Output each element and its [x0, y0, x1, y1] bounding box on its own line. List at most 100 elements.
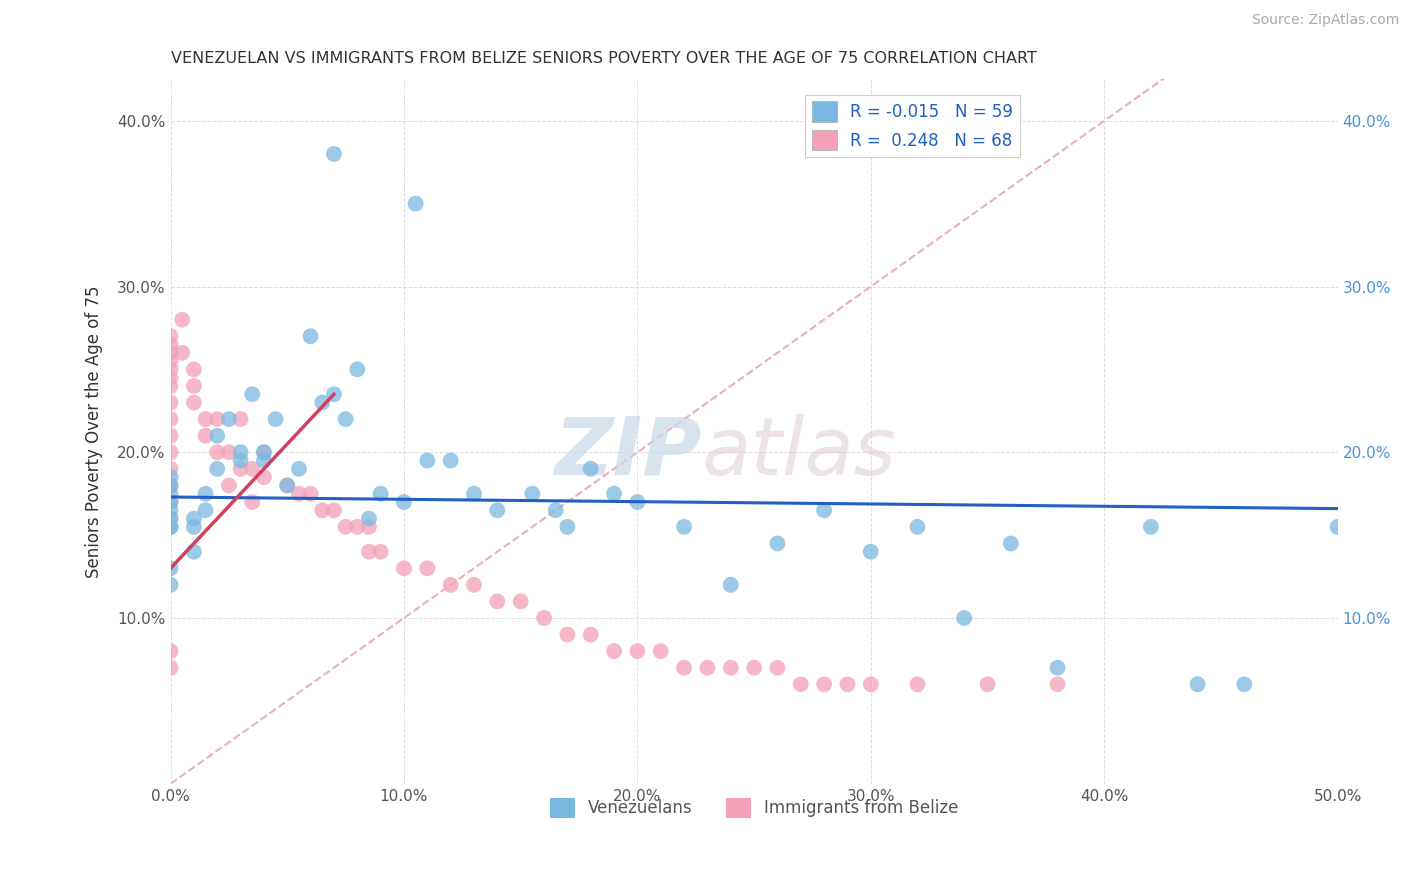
Point	[207, 428, 229, 442]
Point	[742, 661, 765, 675]
Point	[766, 536, 789, 550]
Point	[159, 445, 181, 459]
Point	[603, 486, 626, 500]
Point	[720, 578, 742, 592]
Point	[159, 428, 181, 442]
Point	[650, 644, 672, 658]
Point	[673, 520, 696, 534]
Point	[790, 677, 813, 691]
Point	[405, 196, 427, 211]
Point	[229, 412, 252, 426]
Point	[440, 453, 463, 467]
Point	[159, 470, 181, 484]
Point	[159, 379, 181, 393]
Point	[253, 445, 276, 459]
Point	[159, 486, 181, 500]
Point	[976, 677, 998, 691]
Point	[357, 544, 380, 558]
Point	[579, 627, 602, 641]
Point	[229, 462, 252, 476]
Point	[172, 346, 194, 360]
Point	[159, 354, 181, 368]
Point	[194, 412, 217, 426]
Point	[463, 486, 485, 500]
Point	[311, 503, 333, 517]
Text: ZIP: ZIP	[554, 414, 702, 491]
Point	[159, 561, 181, 575]
Point	[579, 462, 602, 476]
Point	[766, 661, 789, 675]
Point	[626, 644, 648, 658]
Point	[218, 478, 240, 492]
Point	[159, 346, 181, 360]
Point	[207, 445, 229, 459]
Point	[159, 511, 181, 525]
Point	[346, 362, 368, 376]
Point	[159, 495, 181, 509]
Point	[392, 495, 415, 509]
Point	[183, 395, 205, 409]
Point	[159, 578, 181, 592]
Point	[720, 661, 742, 675]
Point	[159, 520, 181, 534]
Point	[299, 486, 322, 500]
Text: VENEZUELAN VS IMMIGRANTS FROM BELIZE SENIORS POVERTY OVER THE AGE OF 75 CORRELAT: VENEZUELAN VS IMMIGRANTS FROM BELIZE SEN…	[170, 51, 1036, 66]
Point	[1046, 661, 1069, 675]
Point	[346, 520, 368, 534]
Point	[837, 677, 859, 691]
Point	[159, 478, 181, 492]
Point	[194, 503, 217, 517]
Point	[323, 387, 346, 401]
Point	[159, 495, 181, 509]
Point	[229, 453, 252, 467]
Point	[509, 594, 531, 608]
Point	[253, 453, 276, 467]
Point	[194, 428, 217, 442]
Point	[288, 486, 311, 500]
Point	[416, 561, 439, 575]
Point	[486, 594, 509, 608]
Point	[416, 453, 439, 467]
Point	[159, 370, 181, 384]
Point	[159, 661, 181, 675]
Point	[240, 462, 263, 476]
Point	[240, 387, 263, 401]
Y-axis label: Seniors Poverty Over the Age of 75: Seniors Poverty Over the Age of 75	[86, 285, 103, 578]
Point	[207, 412, 229, 426]
Point	[440, 578, 463, 592]
Point	[264, 412, 287, 426]
Point	[218, 412, 240, 426]
Point	[1000, 536, 1022, 550]
Point	[218, 445, 240, 459]
Point	[323, 503, 346, 517]
Point	[392, 561, 415, 575]
Point	[159, 478, 181, 492]
Point	[159, 329, 181, 343]
Point	[323, 147, 346, 161]
Point	[229, 445, 252, 459]
Point	[370, 544, 392, 558]
Point	[335, 520, 357, 534]
Point	[183, 511, 205, 525]
Point	[159, 462, 181, 476]
Point	[288, 462, 311, 476]
Point	[240, 495, 263, 509]
Point	[1326, 520, 1348, 534]
Point	[357, 520, 380, 534]
Text: Source: ZipAtlas.com: Source: ZipAtlas.com	[1251, 13, 1399, 28]
Point	[813, 503, 835, 517]
Point	[357, 511, 380, 525]
Point	[673, 661, 696, 675]
Point	[159, 395, 181, 409]
Legend: Venezuelans, Immigrants from Belize: Venezuelans, Immigrants from Belize	[543, 791, 966, 825]
Point	[183, 544, 205, 558]
Point	[253, 445, 276, 459]
Point	[907, 520, 929, 534]
Point	[544, 503, 567, 517]
Point	[859, 544, 882, 558]
Point	[557, 627, 579, 641]
Point	[859, 677, 882, 691]
Text: atlas: atlas	[702, 414, 897, 491]
Point	[159, 644, 181, 658]
Point	[370, 486, 392, 500]
